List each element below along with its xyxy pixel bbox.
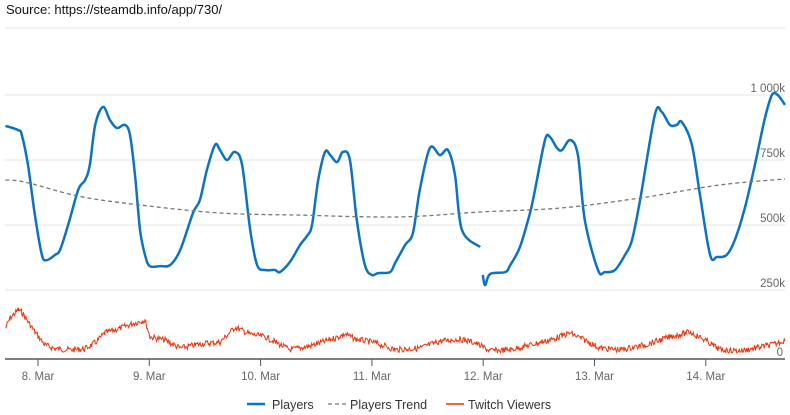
x-tick-label: 12. Mar <box>464 371 503 383</box>
y-tick-label: 500k <box>760 213 785 225</box>
players-line <box>481 91 787 287</box>
players-trend-line <box>5 178 786 218</box>
legend: Players Players Trend Twitch Viewers <box>247 398 551 412</box>
x-tick-label: 13. Mar <box>575 371 614 383</box>
players-line <box>5 105 481 277</box>
twitch-y-tick-label: 0 <box>777 347 783 359</box>
y-tick-label: 750k <box>760 148 785 160</box>
x-tick-label: 14. Mar <box>686 371 725 383</box>
legend-label: Players Trend <box>350 398 427 412</box>
x-tick-label: 9. Mar <box>133 371 166 383</box>
y-axis-labels: 250k 500k 750k 1 000k 0 <box>750 83 785 359</box>
source-text: Source: https://steamdb.info/app/730/ <box>6 2 223 17</box>
y-tick-label: 1 000k <box>750 83 785 95</box>
x-axis: 8. Mar 9. Mar 10. Mar 11. Mar 12. Mar 13. Mar… <box>5 358 785 383</box>
legend-item-players[interactable]: Players <box>247 398 314 412</box>
x-tick-label: 10. Mar <box>241 371 280 383</box>
gridlines <box>5 27 785 291</box>
twitch-viewers-line <box>5 307 786 355</box>
series-lines <box>5 91 787 355</box>
x-tick-label: 8. Mar <box>22 371 55 383</box>
legend-item-players-trend[interactable]: Players Trend <box>328 398 427 412</box>
x-tick-label: 11. Mar <box>353 371 391 383</box>
y-tick-label: 250k <box>760 278 785 290</box>
legend-label: Players <box>272 398 314 412</box>
legend-label: Twitch Viewers <box>468 398 551 412</box>
legend-item-twitch-viewers[interactable]: Twitch Viewers <box>446 398 551 412</box>
